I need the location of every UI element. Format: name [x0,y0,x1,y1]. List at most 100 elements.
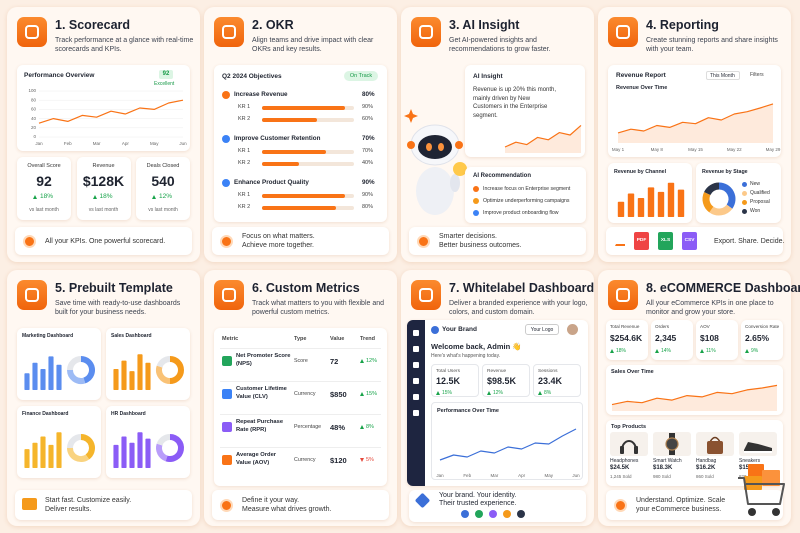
row-divider [220,381,381,382]
card-icon [214,280,244,310]
graphic: Jan Feb Mar Apr May Jun [436,428,580,478]
robot-face [418,135,452,159]
graphic [504,124,582,153]
legend-label: New [750,181,761,187]
bar [145,362,151,390]
objective-icon [222,135,230,143]
panel: AOV $108 11% [696,320,738,360]
kr-name: KR 2 [238,116,251,122]
bar [667,182,675,217]
product-revenue: $24.5K [610,465,630,471]
metric-trend: 8% [366,424,374,430]
color-swatch [475,510,483,518]
graphic [617,182,685,217]
progress-bar [262,194,345,198]
kr-name: KR 1 [238,192,251,198]
filters-button: Filters [750,72,764,78]
headphones [620,446,624,454]
footer-icon [414,492,431,509]
kr-progress: 90% [362,104,374,110]
card: 3. AI Insight Get AI-powered insights and… [401,7,594,262]
x-tick-label: Jun [572,473,580,478]
icon-glyph [419,288,433,302]
template-name: Marketing Dashboard [22,333,74,339]
footer-text: Define it your way. [242,497,300,504]
donut-segment [156,365,171,384]
kpi-value: 540 [151,173,175,189]
kpi-value: $108 [700,333,719,343]
score-badge-label: Excellent [154,81,175,87]
progress-bar [262,206,336,210]
progress-track [262,206,354,210]
panel: Marketing Dashboard [17,328,101,400]
footer: Define it your way. Measure what drives g… [212,490,389,520]
bar [137,354,143,390]
product-bg [610,432,648,456]
kpi-value: 2,345 [655,333,677,343]
card-title: 7. Whitelabel Dashboard [449,281,595,295]
footer: Your brand. Your identity. Their trusted … [409,490,586,522]
welcome-sub: Here's what's happening today. [431,353,501,359]
legend-swatch [742,200,747,205]
bar [24,449,30,468]
trend-arrow [360,425,364,429]
footer-text: Your brand. Your identity. [439,492,517,499]
bar [56,432,62,468]
bar [129,371,135,390]
metric-name: Repeat Purchase Rate (RPR) [236,419,284,433]
sparkle [404,109,418,123]
icon-glyph [419,25,433,39]
progress-track [262,118,354,122]
export-badge: PDF [634,232,649,250]
card-description: Track what matters to you with flexible … [252,300,385,316]
trend-arrow [360,359,364,363]
kr-name: KR 2 [238,160,251,166]
footer: All your KPIs. One powerful scorecard. [15,227,192,255]
kpi-label: Overall Score [27,163,61,169]
card: 4. Reporting Create stunning reports and … [598,7,791,262]
card-title: 3. AI Insight [449,18,520,32]
card-icon [17,280,47,310]
metric-type: Currency [294,391,316,397]
stat-label: Sessions [538,369,558,374]
sidebar-icon [413,410,419,416]
chart-title: Revenue by Channel [614,169,667,175]
footer: Focus on what matters. Achieve more toget… [212,227,389,255]
kpi-label: Deals Closed [146,163,180,169]
bar [637,198,645,217]
panel: Revenue Report This Month Filters Revenue O… [608,65,781,157]
stat-label: Revenue [487,369,507,374]
kpi-note: vs last month [88,207,119,213]
donut-segment [169,356,184,384]
graphic: May 1 May 8 May 15 May 22 May 29 [612,103,781,152]
footer: Smarter decisions. Better business outcom… [409,227,586,255]
card-title: 2. OKR [252,18,294,32]
bar [113,369,119,390]
legend-swatch [742,209,747,214]
metric-type: Currency [294,457,316,463]
footer-text: Export. Share. Decide. [714,237,785,245]
footer-text: Smarter decisions. [439,233,497,240]
progress-track [262,162,354,166]
graphic [24,432,95,468]
bar [56,364,62,390]
objective-icon [222,179,230,187]
footer-text: Measure what drives growth. [242,506,332,513]
bar [617,201,625,217]
bar [32,442,38,468]
panel: HR Dashboard [106,406,190,478]
kr-progress: 40% [362,160,374,166]
status-pill: On Track [344,71,378,81]
panel-title: Performance Overview [24,72,95,79]
kpi-value: 92 [36,173,52,189]
sidebar-icon [413,362,419,368]
objective-progress: 90% [362,179,375,186]
bar [647,187,655,217]
card-description: Track performance at a glance with real-… [55,37,194,53]
card-title: 6. Custom Metrics [252,281,360,295]
metric-icon [222,422,232,432]
footer-text: Their trusted experience. [439,500,517,507]
objective-name: Enhance Product Quality [234,179,309,186]
card-description: Get AI-powered insights and recommendati… [449,37,551,53]
